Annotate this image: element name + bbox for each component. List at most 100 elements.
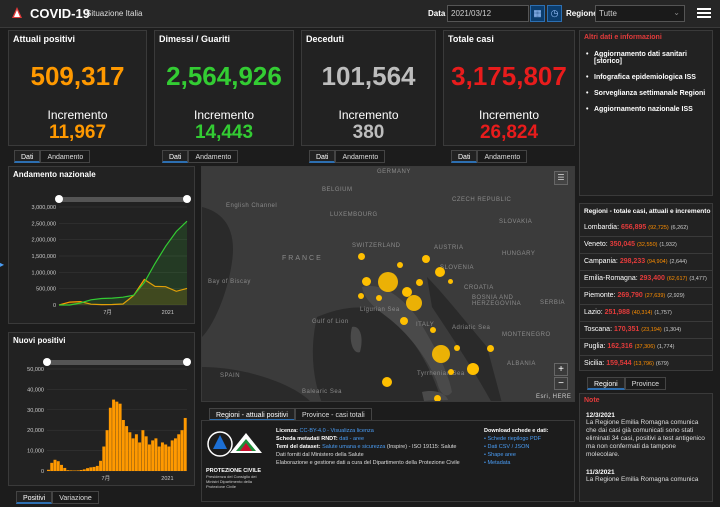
tab-dati[interactable]: Dati	[14, 150, 41, 163]
region-select[interactable]: Tutte ⌄	[595, 5, 685, 22]
tab-andamento[interactable]: Andamento	[335, 150, 386, 163]
slider-handle-left	[55, 195, 63, 203]
map-bubble[interactable]	[448, 369, 454, 375]
map-bubble[interactable]	[416, 279, 423, 286]
region-row-veneto[interactable]: Veneto: 350,045 (32,550) (1,932)	[580, 237, 712, 254]
map-bubble[interactable]	[448, 279, 453, 284]
link-aggiornamento-iss[interactable]: Aggiornamento nazionale ISS	[586, 106, 710, 113]
hamburger-menu-icon[interactable]	[697, 6, 711, 20]
region-row-campania[interactable]: Campania: 298,233 (94,904) (2,644)	[580, 254, 712, 271]
tab-dati[interactable]: Dati	[309, 150, 336, 163]
bar	[69, 470, 73, 471]
zoom-out-icon[interactable]: −	[554, 377, 568, 390]
y-tick-label: 30,000	[27, 408, 44, 414]
metadata-links[interactable]: dati - aree	[339, 436, 365, 442]
region-increment: (2,644)	[669, 259, 687, 265]
bar	[160, 442, 164, 471]
link-aggiornamento-dati[interactable]: Aggiornamento dati sanitari [storico]	[586, 51, 710, 65]
clock-icon[interactable]: ◷	[547, 5, 562, 22]
license-view-link[interactable]: - Visualizza licenza	[327, 428, 374, 434]
download-shape-link[interactable]: • Shape aree	[484, 452, 516, 458]
tab-andamento[interactable]: Andamento	[188, 150, 239, 163]
stat-title: Deceduti	[306, 34, 345, 44]
download-pdf-link[interactable]: • Schede riepilogo PDF	[484, 436, 541, 442]
map-bubble[interactable]	[487, 345, 494, 352]
y-tick-label: 2,000,000	[32, 238, 56, 244]
map-bubble[interactable]	[467, 363, 479, 375]
map-bubble[interactable]	[376, 295, 382, 301]
note-date: 11/3/2021	[586, 469, 615, 476]
map-label: HUNGARY	[502, 251, 536, 257]
map-bubble[interactable]	[400, 317, 408, 325]
map-bubble[interactable]	[362, 277, 371, 286]
stat-increment-label: Incremento	[338, 108, 399, 122]
tab-andamento[interactable]: Andamento	[40, 150, 91, 163]
region-active: (27,639)	[644, 293, 666, 299]
links-title: Altri dati e informazioni	[584, 34, 662, 41]
region-row-sicilia[interactable]: Sicilia: 159,544 (13,796) (679)	[580, 356, 712, 370]
tab-variazione[interactable]: Variazione	[52, 491, 99, 504]
map-bubble[interactable]	[422, 255, 430, 263]
region-row-toscana[interactable]: Toscana: 170,351 (23,194) (1,304)	[580, 322, 712, 339]
region-row-puglia[interactable]: Puglia: 162,316 (37,306) (1,774)	[580, 339, 712, 356]
region-row-lombardia[interactable]: Lombardia: 656,895 (92,725) (6,262)	[580, 220, 712, 237]
map-bubble[interactable]	[406, 295, 422, 311]
y-tick-label: 20,000	[27, 428, 44, 434]
map-bubble[interactable]	[432, 345, 450, 363]
map-bubble[interactable]	[454, 345, 460, 351]
bar	[157, 446, 161, 471]
collapse-arrow-icon[interactable]: ▸	[0, 260, 5, 269]
tab-dati[interactable]: Dati	[162, 150, 189, 163]
map-bubble[interactable]	[358, 293, 364, 299]
zoom-in-icon[interactable]: +	[554, 363, 568, 376]
tab-province[interactable]: Province	[624, 377, 666, 390]
region-row-emilia-romagna[interactable]: Emilia-Romagna: 293,400 (62,617) (3,477)	[580, 271, 712, 288]
license-link[interactable]: CC-BY-4.0	[299, 428, 326, 434]
region-increment: (1,774)	[657, 344, 675, 350]
map-bubble[interactable]	[382, 377, 392, 387]
map-bubble[interactable]	[358, 253, 365, 260]
themes-link[interactable]: Salute umana e sicurezza	[322, 444, 386, 450]
map-bubble[interactable]	[397, 262, 403, 268]
map-label: ALBANIA	[507, 361, 536, 367]
tab-positivi[interactable]: Positivi	[16, 491, 53, 504]
date-input[interactable]: 2021/03/12	[447, 5, 529, 22]
region-row-piemonte[interactable]: Piemonte: 269,790 (27,639) (2,929)	[580, 288, 712, 305]
map-label: FRANCE	[282, 255, 323, 262]
region-row-lazio[interactable]: Lazio: 251,988 (40,314) (1,757)	[580, 305, 712, 322]
downloads-section: Download schede e dati: • Schede riepilo…	[484, 427, 572, 467]
nuovi-positivi-panel: Nuovi positivi 50,000 40,000 30,000 20,000 1…	[8, 332, 195, 486]
bar	[164, 444, 168, 471]
logo-subtitle: Presidenza del Consiglio dei Ministri Di…	[206, 474, 257, 489]
y-tick-label: 1,500,000	[32, 254, 56, 260]
region-total: 298,233	[619, 258, 646, 265]
bar	[95, 465, 99, 471]
download-csv-link[interactable]: • Dati CSV / JSON	[484, 444, 530, 450]
bar	[112, 399, 116, 471]
map-bubble[interactable]	[430, 327, 436, 333]
series-line	[58, 278, 188, 306]
tab-regioni[interactable]: Regioni	[587, 377, 625, 390]
map-bubble[interactable]	[435, 267, 445, 277]
stat-title: Attuali positivi	[13, 34, 76, 44]
link-infografica[interactable]: Infografica epidemiologica ISS	[586, 74, 710, 81]
region-increment: (1,304)	[663, 327, 682, 333]
region-name: Puglia:	[584, 343, 606, 350]
emblem-icon	[207, 431, 262, 457]
tab-andamento[interactable]: Andamento	[477, 150, 528, 163]
regions-list: Lombardia: 656,895 (92,725) (6,262) Vene…	[580, 220, 712, 370]
download-metadata-link[interactable]: • Metadata	[484, 460, 511, 466]
calendar-icon[interactable]: ▦	[530, 5, 545, 22]
map-view[interactable]: GERMANY BELGIUM English Channel LUXEMBOU…	[201, 166, 575, 402]
bar	[108, 407, 112, 471]
legend-toggle-icon[interactable]: ☰	[554, 171, 568, 185]
region-total: 293,400	[639, 275, 665, 282]
link-sorveglianza[interactable]: Sorveglianza settimanale Regioni	[586, 90, 710, 97]
y-tick-label: 2,500,000	[32, 221, 56, 227]
map-bubble[interactable]	[434, 395, 441, 401]
map-label: Balearic Sea	[302, 389, 343, 395]
map-bubble[interactable]	[402, 287, 412, 297]
tab-dati[interactable]: Dati	[451, 150, 478, 163]
map-bubble[interactable]	[378, 272, 398, 292]
links-panel: Altri dati e informazioni Aggiornamento …	[579, 30, 713, 196]
